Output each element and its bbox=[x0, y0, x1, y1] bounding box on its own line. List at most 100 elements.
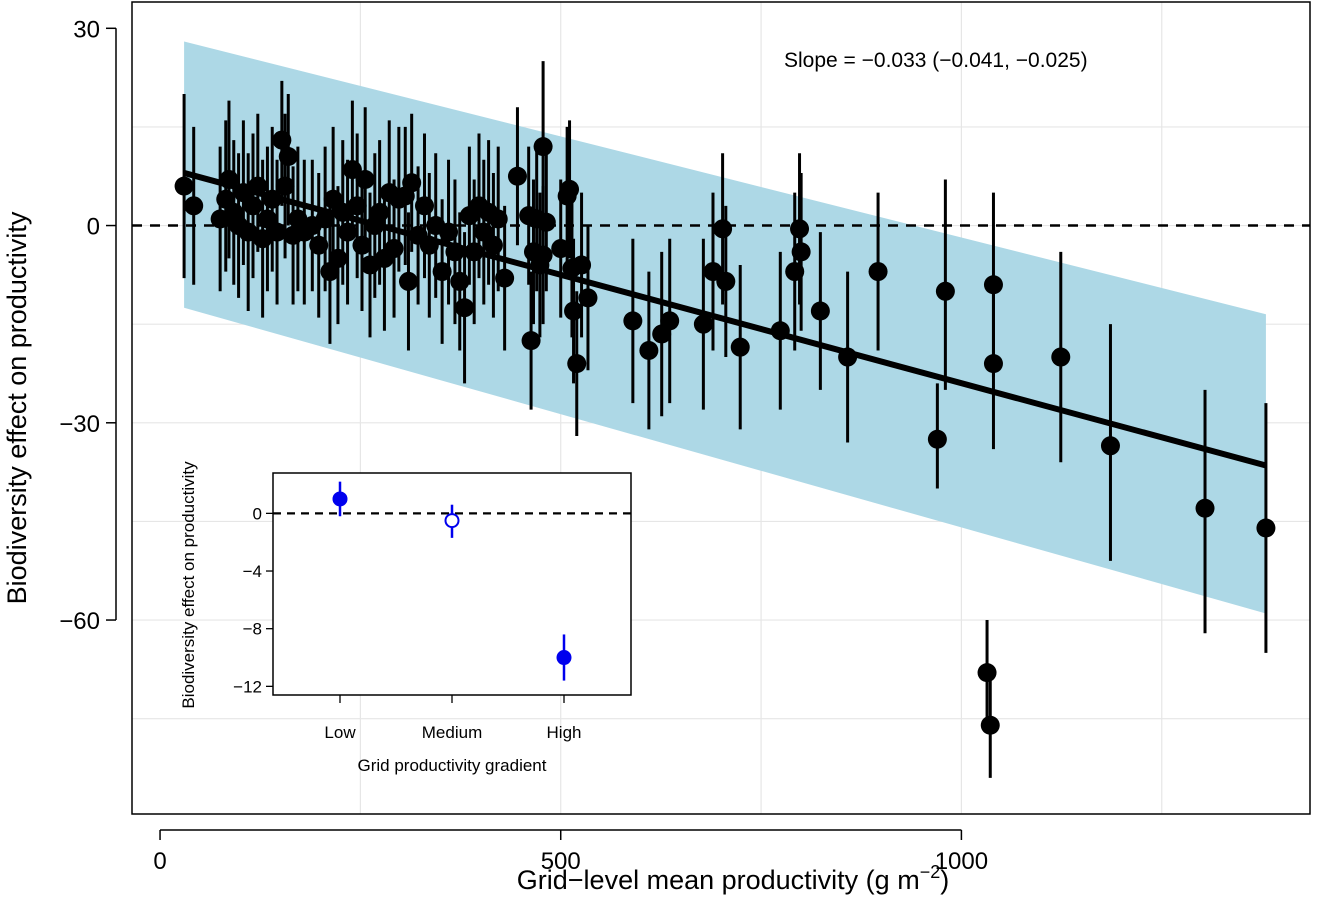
y-tick-label: 0 bbox=[87, 214, 100, 241]
data-point bbox=[533, 245, 553, 265]
inset-y-tick-label: −12 bbox=[233, 677, 262, 696]
data-point bbox=[248, 176, 268, 196]
data-point bbox=[414, 196, 434, 216]
data-point bbox=[243, 196, 263, 216]
y-axis-ticks: 30 0 −30 −60 bbox=[59, 16, 117, 635]
data-point bbox=[267, 222, 287, 242]
data-point bbox=[370, 202, 390, 222]
data-point bbox=[238, 222, 258, 242]
data-point bbox=[464, 242, 484, 262]
inset-x-axis-title: Grid productivity gradient bbox=[358, 756, 547, 775]
data-point bbox=[309, 235, 329, 255]
inset-x-tick-label: Medium bbox=[422, 723, 482, 742]
data-point bbox=[838, 347, 858, 367]
data-point bbox=[488, 209, 508, 229]
inset-points bbox=[332, 481, 572, 681]
data-point bbox=[567, 354, 587, 374]
data-point bbox=[360, 255, 380, 275]
data-point bbox=[868, 262, 888, 282]
data-point bbox=[533, 137, 553, 157]
data-point bbox=[1195, 498, 1215, 518]
data-point bbox=[703, 262, 723, 282]
data-point bbox=[693, 314, 713, 334]
data-point bbox=[507, 166, 527, 186]
inset-y-ticks: 0 −4 −8 −12 bbox=[233, 504, 273, 696]
data-point bbox=[347, 196, 367, 216]
main-plot: 0 500 1000 30 0 −30 −60 Slope = −0.033 (−0.04… bbox=[2, 1, 1311, 895]
data-point bbox=[342, 160, 362, 180]
plot-frame bbox=[131, 1, 1311, 815]
data-point bbox=[1051, 347, 1071, 367]
data-point bbox=[402, 173, 422, 193]
data-point bbox=[1256, 518, 1276, 538]
x-tick-label: 0 bbox=[153, 848, 166, 875]
data-point bbox=[790, 219, 810, 239]
inset-point bbox=[556, 650, 572, 666]
data-point bbox=[455, 298, 475, 318]
data-point bbox=[639, 340, 659, 360]
data-point bbox=[278, 147, 298, 167]
x-tick-label: 500 bbox=[541, 848, 581, 875]
y-tick-label: −60 bbox=[59, 608, 100, 635]
data-point bbox=[323, 189, 343, 209]
slope-annotation: Slope = −0.033 (−0.041, −0.025) bbox=[784, 49, 1088, 72]
regression-line bbox=[183, 170, 1267, 469]
data-point bbox=[315, 209, 335, 229]
x-tick-label: 1000 bbox=[935, 848, 988, 875]
data-point bbox=[474, 222, 494, 242]
data-point bbox=[1100, 436, 1120, 456]
inset-point bbox=[332, 491, 348, 507]
data-point bbox=[623, 311, 643, 331]
data-point bbox=[333, 202, 353, 222]
data-point bbox=[257, 209, 277, 229]
inset-y-tick-label: 0 bbox=[253, 504, 262, 523]
data-point bbox=[935, 281, 955, 301]
inset-x-ticks: Low Medium High bbox=[324, 695, 581, 742]
data-point bbox=[713, 219, 733, 239]
y-tick-label: 30 bbox=[73, 16, 100, 43]
data-point bbox=[439, 222, 459, 242]
data-point bbox=[398, 271, 418, 291]
x-axis-title: Grid−level mean productivity (g m−2) bbox=[517, 862, 949, 895]
data-point bbox=[262, 189, 282, 209]
data-point bbox=[355, 170, 375, 190]
data-point bbox=[810, 301, 830, 321]
data-point bbox=[791, 242, 811, 262]
data-point bbox=[536, 212, 556, 232]
data-point bbox=[578, 288, 598, 308]
y-axis-title: Biodiversity effect on productivity bbox=[2, 211, 32, 604]
data-point bbox=[730, 337, 750, 357]
data-point bbox=[432, 262, 452, 282]
data-point bbox=[275, 176, 295, 196]
data-point bbox=[977, 663, 997, 683]
data-point bbox=[660, 311, 680, 331]
data-point bbox=[352, 235, 372, 255]
data-point bbox=[770, 321, 790, 341]
data-point bbox=[338, 222, 358, 242]
data-point bbox=[328, 248, 348, 268]
y-tick-label: −30 bbox=[59, 411, 100, 438]
data-point bbox=[174, 176, 194, 196]
inset-y-tick-label: −4 bbox=[243, 562, 262, 581]
inset-plot: 0 −4 −8 −12 Low Medium High Grid productivity… bbox=[179, 461, 632, 775]
inset-x-tick-label: High bbox=[547, 723, 582, 742]
data-point bbox=[785, 262, 805, 282]
data-point bbox=[184, 196, 204, 216]
data-point bbox=[983, 275, 1003, 295]
inset-y-axis-title: Biodiversity effect on productivity bbox=[179, 461, 198, 709]
data-point bbox=[716, 271, 736, 291]
data-point bbox=[980, 715, 1000, 735]
data-point bbox=[272, 130, 292, 150]
data-point bbox=[253, 229, 273, 249]
inset-y-tick-label: −8 bbox=[243, 620, 262, 639]
data-point bbox=[564, 301, 584, 321]
inset-x-tick-label: Low bbox=[324, 723, 356, 742]
data-point bbox=[521, 331, 541, 351]
data-point bbox=[560, 179, 580, 199]
data-point bbox=[419, 235, 439, 255]
data-point bbox=[551, 239, 571, 259]
data-point bbox=[219, 170, 239, 190]
data-points bbox=[174, 130, 1276, 735]
x-axis-ticks: 0 500 1000 bbox=[153, 829, 988, 875]
